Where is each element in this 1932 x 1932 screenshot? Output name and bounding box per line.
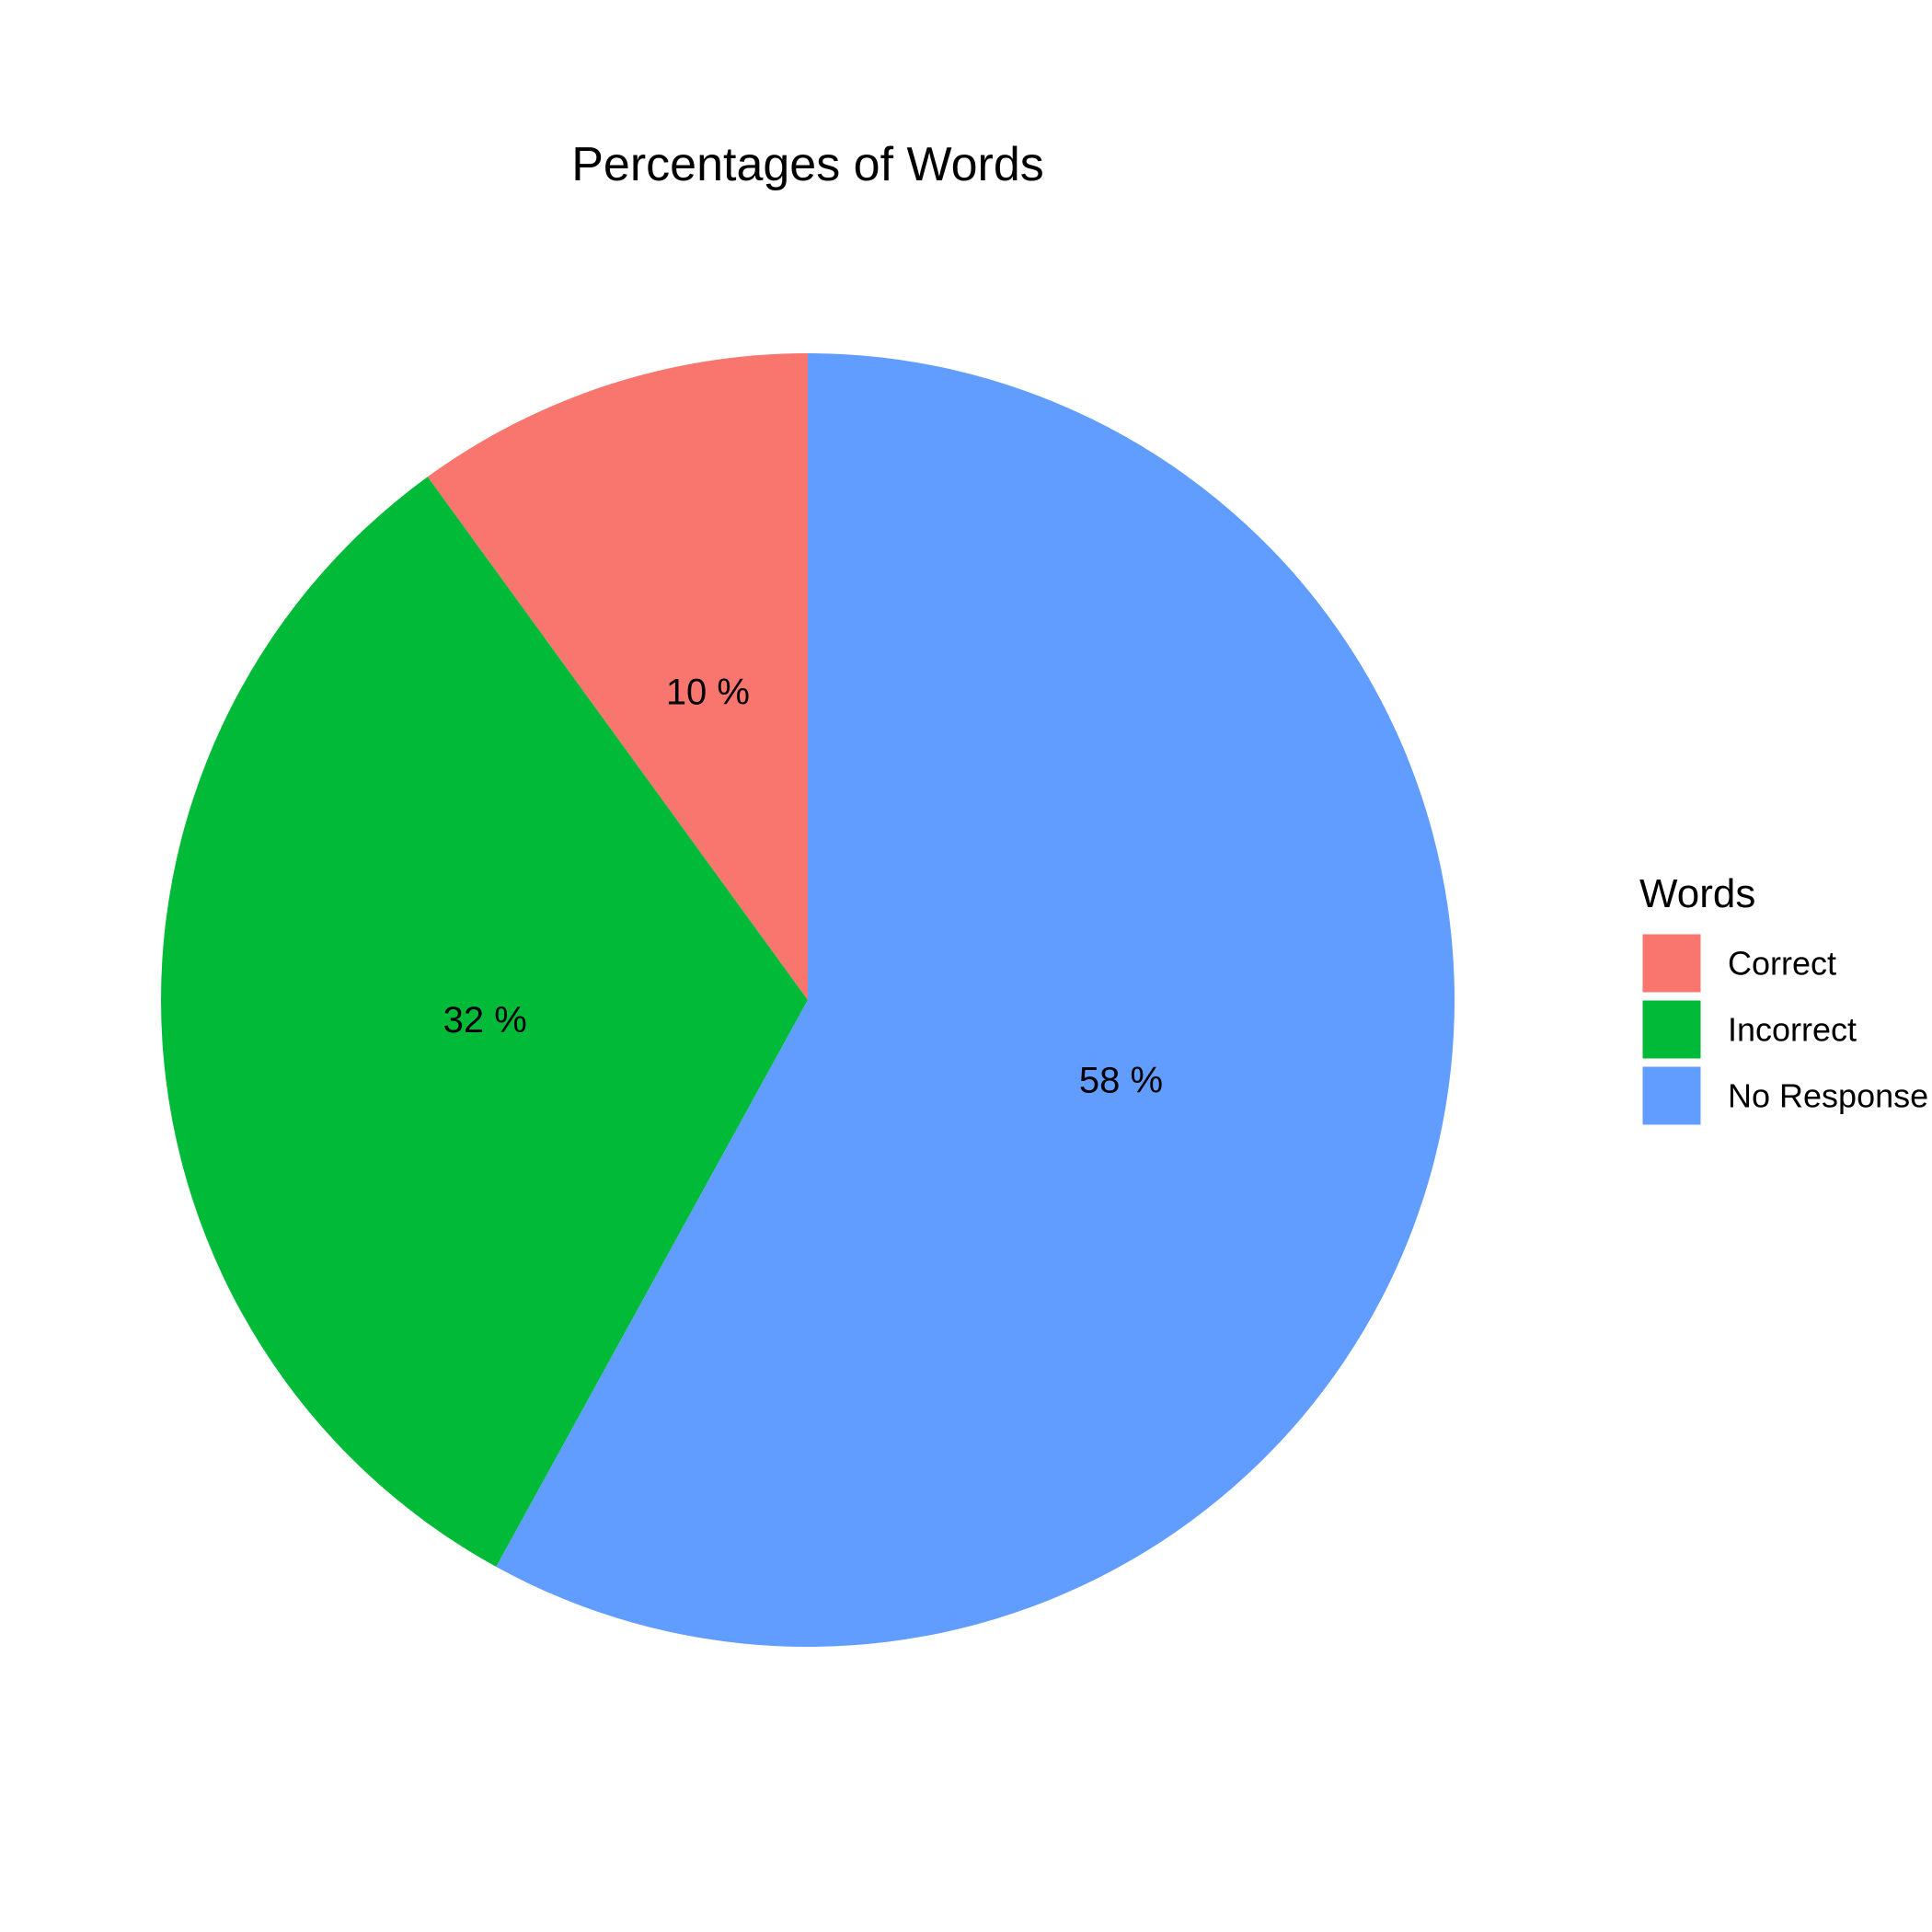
pie-slice-no-response (496, 353, 1455, 1647)
legend-label-incorrect: Incorrect (1728, 1011, 1857, 1049)
pie-slice-incorrect (161, 477, 808, 1568)
pie-slice-correct (427, 353, 808, 1000)
legend-swatch-no-response (1639, 1064, 1704, 1128)
legend-label-correct: Correct (1728, 945, 1836, 983)
slice-label-incorrect: 32 % (443, 1000, 527, 1041)
slice-label-no-response: 58 % (1079, 1060, 1163, 1100)
legend-swatch-correct (1639, 931, 1704, 995)
legend: Words Correct Incorrect No Response (1639, 871, 1928, 1128)
slice-label-correct: 10 % (666, 673, 750, 713)
legend-swatch-incorrect (1639, 997, 1704, 1062)
legend-items: Correct Incorrect No Response (1639, 931, 1928, 1128)
slice-labels: 10 % 32 % 58 % (443, 673, 1163, 1101)
chart-title: Percentages of Words (571, 138, 1044, 191)
legend-label-no-response: No Response (1728, 1077, 1928, 1115)
legend-title: Words (1639, 871, 1755, 916)
pie-slices (161, 353, 1455, 1647)
